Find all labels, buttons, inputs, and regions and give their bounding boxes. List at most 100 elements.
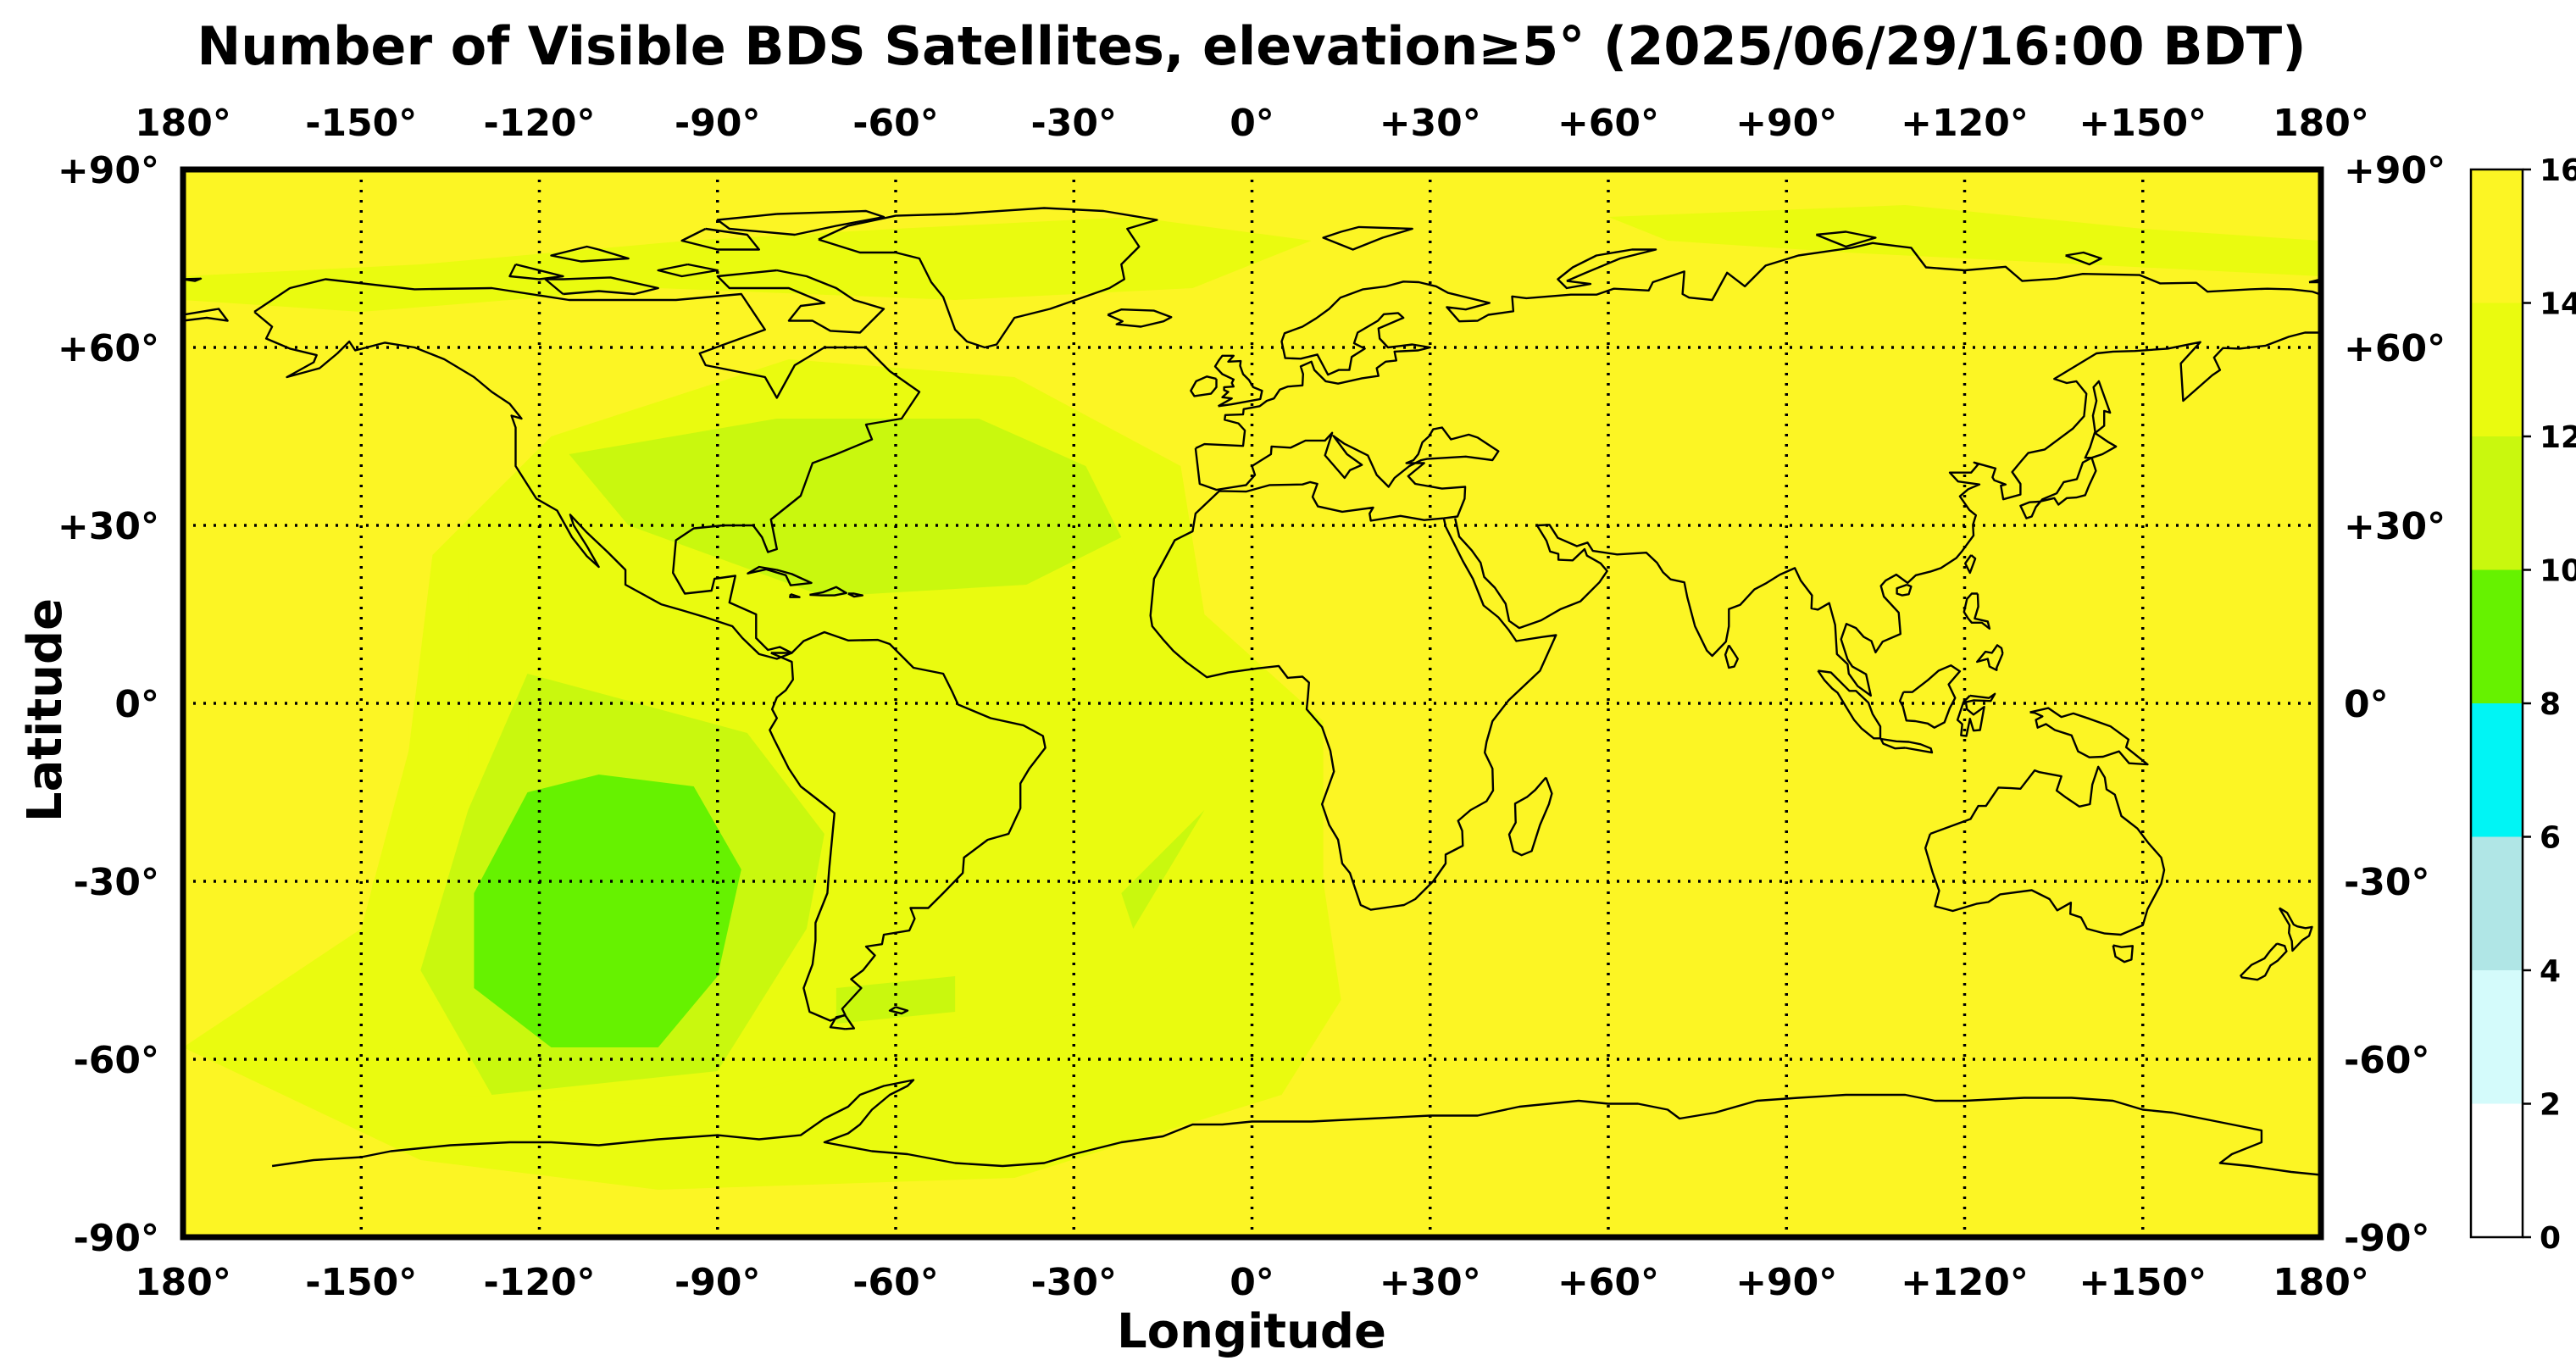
colorbar-bin: [2471, 836, 2523, 970]
lon-tick-bottom: +90°: [1735, 1261, 1837, 1304]
coastline: [183, 308, 229, 322]
lon-tick-bottom: +150°: [2079, 1261, 2207, 1304]
coastline: [2308, 278, 2321, 284]
bottom-longitude-ticks: 180° -150° -120° -90° -60° -30° 0° +30° +60° +90°…: [135, 1261, 2369, 1304]
coastline: [183, 277, 203, 282]
lon-tick-bottom: -90°: [675, 1261, 761, 1304]
coastline: [2084, 431, 2118, 459]
lon-tick-bottom: +60°: [1557, 1261, 1659, 1304]
coastline: [1507, 776, 1553, 857]
lat-tick-right: +90°: [2344, 149, 2446, 192]
coastlines: [183, 207, 2321, 1176]
colorbar-tick-label: 14: [2540, 287, 2576, 322]
coastline: [1557, 248, 1657, 290]
lat-tick-left: 0°: [114, 683, 159, 726]
lon-tick-bottom: +120°: [1901, 1261, 2029, 1304]
colorbar-tick-label: 0: [2540, 1221, 2561, 1256]
lon-tick-top: +60°: [1557, 102, 1659, 145]
coastline: [1454, 331, 2321, 697]
colorbar-bin: [2471, 970, 2523, 1104]
coastline: [818, 207, 1158, 349]
lat-tick-right: -90°: [2344, 1217, 2430, 1260]
coastline: [544, 276, 659, 296]
lat-tick-right: 0°: [2344, 683, 2389, 726]
lon-tick-bottom: 0°: [1230, 1261, 1274, 1304]
coastline: [253, 278, 921, 660]
coastline: [716, 269, 886, 334]
coastline: [829, 1013, 856, 1030]
coastline: [1195, 242, 2321, 450]
lon-tick-top: 180°: [135, 102, 231, 145]
coastline: [847, 592, 863, 598]
lon-tick-bottom: 180°: [2273, 1261, 2369, 1304]
graticule: [183, 169, 2321, 1237]
x-axis-label: Longitude: [1117, 1304, 1386, 1359]
coastline: [747, 565, 813, 586]
lon-tick-top: -60°: [852, 102, 939, 145]
field-region-11: [569, 419, 1122, 597]
colorbar-tick-label: 4: [2540, 954, 2561, 989]
coastline: [2112, 944, 2135, 963]
coastline: [1975, 644, 2004, 671]
map-title: Number of Visible BDS Satellites, elevat…: [197, 15, 2306, 77]
map-frame: [180, 166, 2324, 1241]
field-region-11: [836, 976, 956, 1024]
lat-tick-left: +60°: [58, 327, 159, 370]
lon-tick-bottom: -30°: [1031, 1261, 1118, 1304]
lon-tick-top: -150°: [305, 102, 417, 145]
right-latitude-ticks: +90° +60° +30° 0° -30° -60° -90°: [2344, 149, 2446, 1260]
coastline: [1898, 664, 1962, 729]
lat-tick-right: +60°: [2344, 327, 2446, 370]
left-latitude-ticks: +90° +60° +30° 0° -30° -60° -90°: [58, 149, 159, 1260]
coastline: [1963, 554, 1977, 575]
lon-tick-bottom: -150°: [305, 1261, 417, 1304]
lon-tick-top: -90°: [675, 102, 761, 145]
colorbar-tick-label: 8: [2540, 687, 2561, 722]
coastline: [789, 593, 801, 598]
colorbar-bin: [2471, 303, 2523, 436]
colorbar-tick-label: 16: [2540, 153, 2576, 188]
colorbar-bin: [2471, 169, 2523, 303]
lon-tick-top: +90°: [1735, 102, 1837, 145]
coastline: [2065, 251, 2102, 266]
lon-tick-bottom: +30°: [1380, 1261, 1481, 1304]
coastline: [1213, 354, 1263, 408]
colorbar-tick-label: 2: [2540, 1088, 2561, 1123]
coastline: [1896, 583, 1913, 597]
colorbar-bin: [2471, 569, 2523, 703]
lon-tick-bottom: -120°: [483, 1261, 595, 1304]
coastline: [888, 1006, 909, 1015]
lon-tick-top: -120°: [483, 102, 595, 145]
coastline: [550, 245, 630, 263]
lat-tick-right: +30°: [2344, 505, 2446, 548]
lon-tick-top: 0°: [1230, 102, 1274, 145]
coastline: [1956, 692, 1996, 737]
colorbar-tick-label: 10: [2540, 554, 2576, 589]
coastline: [1924, 765, 2166, 936]
coastline: [1879, 737, 1934, 754]
top-longitude-ticks: 180° -150° -120° -90° -60° -30° 0° +30° +60° +90°…: [135, 102, 2369, 145]
coastline: [809, 586, 847, 597]
coastline: [2019, 457, 2097, 519]
field-region-11: [1121, 810, 1205, 929]
lat-tick-left: -90°: [74, 1217, 160, 1260]
lon-tick-top: +150°: [2079, 102, 2207, 145]
lat-tick-left: +90°: [58, 149, 159, 192]
lon-tick-top: 180°: [2273, 102, 2369, 145]
lon-tick-top: -30°: [1031, 102, 1118, 145]
coastline: [2278, 907, 2313, 952]
colorbar: 0 2 4 6 8 10 12 14 16: [2469, 153, 2576, 1256]
coastline: [508, 263, 564, 280]
coastline: [1817, 669, 1882, 740]
coastline: [716, 209, 886, 236]
coastline: [271, 1079, 2321, 1176]
colorbar-bin: [2471, 1103, 2523, 1237]
lat-tick-left: -30°: [74, 861, 160, 904]
coastline: [1107, 308, 1173, 328]
coastline: [1724, 644, 1740, 669]
coastline: [2240, 942, 2288, 981]
coastline: [1149, 426, 1557, 911]
coastline: [769, 630, 1046, 1022]
coastline: [2029, 707, 2149, 766]
